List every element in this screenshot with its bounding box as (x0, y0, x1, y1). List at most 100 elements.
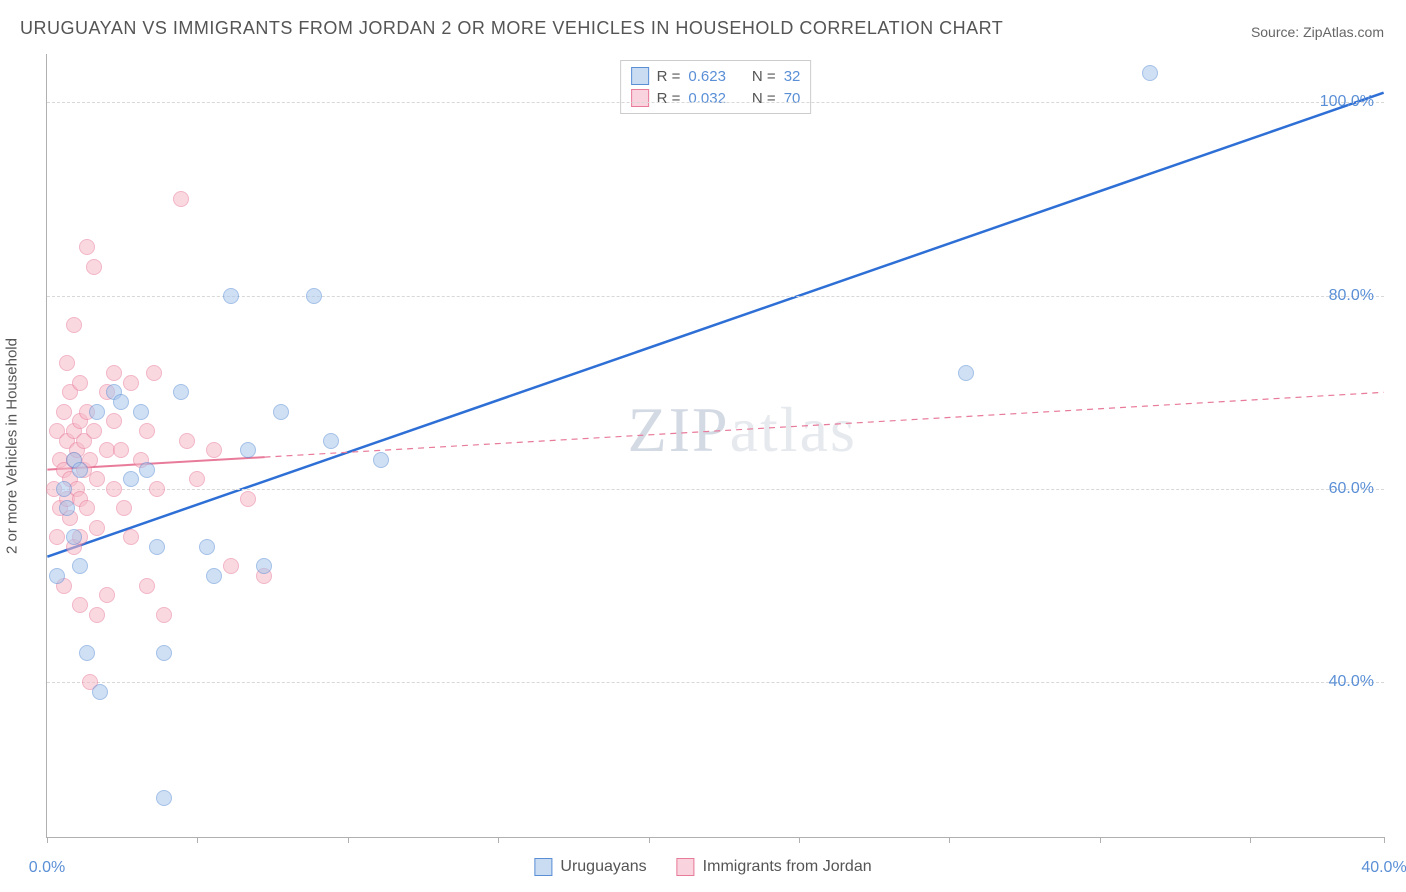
n-label: N = (752, 68, 776, 85)
data-point (306, 288, 322, 304)
data-point (373, 452, 389, 468)
data-point (89, 520, 105, 536)
data-point (59, 500, 75, 516)
data-point (206, 568, 222, 584)
data-point (139, 423, 155, 439)
xtick (47, 837, 48, 843)
data-point (149, 539, 165, 555)
data-point (206, 442, 222, 458)
gridline (47, 682, 1384, 683)
data-point (223, 288, 239, 304)
xtick (949, 837, 950, 843)
data-point (139, 578, 155, 594)
data-point (106, 413, 122, 429)
data-point (958, 365, 974, 381)
xtick (799, 837, 800, 843)
data-point (240, 491, 256, 507)
chart-title: URUGUAYAN VS IMMIGRANTS FROM JORDAN 2 OR… (20, 18, 1003, 39)
data-point (116, 500, 132, 516)
r-value-pink: 0.032 (688, 90, 726, 107)
data-point (79, 239, 95, 255)
data-point (56, 404, 72, 420)
data-point (256, 558, 272, 574)
data-point (156, 607, 172, 623)
data-point (123, 375, 139, 391)
source-attribution: Source: ZipAtlas.com (1251, 24, 1384, 40)
data-point (240, 442, 256, 458)
xtick (649, 837, 650, 843)
gridline (47, 296, 1384, 297)
data-point (79, 500, 95, 516)
data-point (199, 539, 215, 555)
data-point (173, 384, 189, 400)
data-point (56, 481, 72, 497)
data-point (113, 394, 129, 410)
data-point (146, 365, 162, 381)
ytick-label: 40.0% (1329, 673, 1374, 691)
data-point (133, 404, 149, 420)
data-point (106, 481, 122, 497)
swatch-blue (534, 858, 552, 876)
r-label: R = (657, 68, 681, 85)
data-point (72, 375, 88, 391)
xtick (1250, 837, 1251, 843)
legend-row-pink: R = 0.032 N = 70 (631, 87, 801, 109)
legend-item-pink: Immigrants from Jordan (677, 858, 872, 876)
gridline (47, 102, 1384, 103)
n-label: N = (752, 90, 776, 107)
n-value-pink: 70 (784, 90, 801, 107)
data-point (49, 568, 65, 584)
xtick-label: 0.0% (29, 859, 65, 877)
data-point (49, 529, 65, 545)
xtick (1384, 837, 1385, 843)
swatch-pink (631, 89, 649, 107)
data-point (179, 433, 195, 449)
correlation-legend: R = 0.623 N = 32 R = 0.032 N = 70 (620, 60, 812, 114)
data-point (323, 433, 339, 449)
data-point (79, 645, 95, 661)
plot-area: ZIPatlas R = 0.623 N = 32 R = 0.032 N = … (46, 54, 1384, 838)
swatch-blue (631, 67, 649, 85)
data-point (59, 355, 75, 371)
n-value-blue: 32 (784, 68, 801, 85)
data-point (66, 529, 82, 545)
legend-label-pink: Immigrants from Jordan (703, 858, 872, 876)
regression-line (47, 93, 1383, 557)
data-point (86, 423, 102, 439)
data-point (106, 365, 122, 381)
swatch-pink (677, 858, 695, 876)
xtick (197, 837, 198, 843)
data-point (123, 529, 139, 545)
ytick-label: 100.0% (1320, 93, 1374, 111)
y-axis-label: 2 or more Vehicles in Household (4, 338, 21, 554)
data-point (92, 684, 108, 700)
xtick (348, 837, 349, 843)
xtick (498, 837, 499, 843)
legend-label-blue: Uruguayans (560, 858, 646, 876)
data-point (72, 597, 88, 613)
regression-line (265, 392, 1384, 457)
data-point (149, 481, 165, 497)
data-point (189, 471, 205, 487)
data-point (72, 462, 88, 478)
data-point (99, 587, 115, 603)
series-legend: Uruguayans Immigrants from Jordan (534, 858, 871, 876)
legend-row-blue: R = 0.623 N = 32 (631, 65, 801, 87)
data-point (66, 317, 82, 333)
data-point (139, 462, 155, 478)
legend-item-blue: Uruguayans (534, 858, 646, 876)
data-point (223, 558, 239, 574)
ytick-label: 60.0% (1329, 480, 1374, 498)
data-point (1142, 65, 1158, 81)
ytick-label: 80.0% (1329, 287, 1374, 305)
data-point (156, 645, 172, 661)
data-point (72, 558, 88, 574)
data-point (86, 259, 102, 275)
r-label: R = (657, 90, 681, 107)
data-point (89, 607, 105, 623)
data-point (89, 471, 105, 487)
data-point (89, 404, 105, 420)
xtick-label: 40.0% (1361, 859, 1406, 877)
data-point (156, 790, 172, 806)
data-point (113, 442, 129, 458)
